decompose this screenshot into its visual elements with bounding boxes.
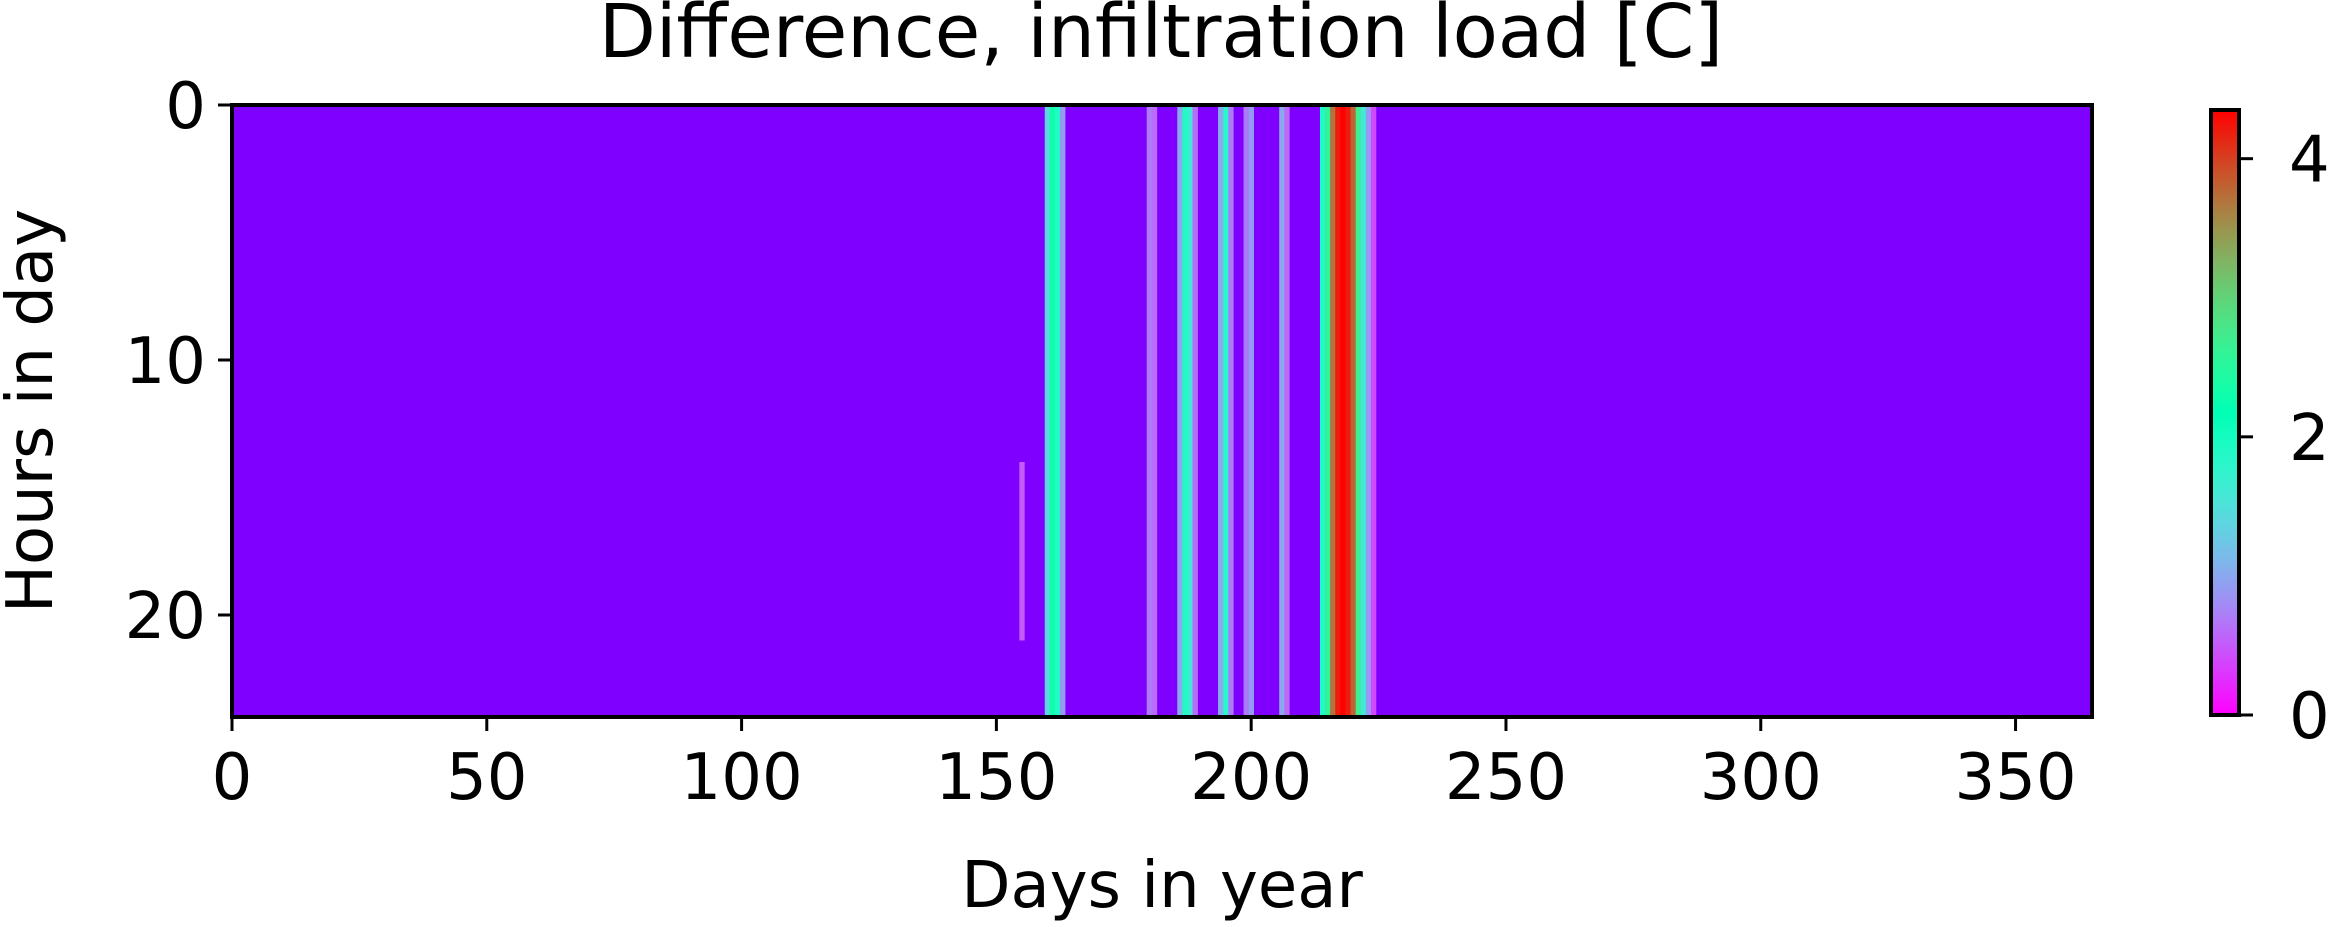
heatmap-cell-day-196 (1228, 105, 1234, 717)
x-tick-label-150: 150 (935, 741, 1057, 815)
heatmap-cell-day-161 (1049, 105, 1056, 717)
heatmap-cell-day-222 (1360, 105, 1367, 717)
heatmap-cell-day-181 (1151, 105, 1158, 717)
heatmap-plot-area (230, 103, 2094, 719)
heatmap-cell-day-200 (1248, 105, 1254, 717)
heatmap-cell-day-187 (1182, 105, 1188, 717)
heatmap-cell-day-220 (1350, 105, 1356, 717)
x-axis: 0 50 100 150 200 250 300 350 (212, 717, 2077, 815)
heatmap-cell-day-207 (1284, 105, 1290, 717)
colorbar-gradient (2211, 110, 2239, 715)
y-tick-label-0: 0 (165, 70, 206, 144)
x-tick-label-50: 50 (446, 741, 527, 815)
heatmap-cell-day-163 (1060, 105, 1066, 717)
y-axis-label: Hours in day (0, 209, 68, 613)
heatmap-cell-day-160 (1044, 105, 1051, 717)
x-tick-label-300: 300 (1700, 741, 1822, 815)
heatmap-cell-day-224 (1370, 105, 1377, 717)
heatmap-cell-day-194 (1218, 105, 1224, 717)
heatmap-cell-day-155 (1019, 462, 1025, 641)
heatmap-cell-day-180 (1146, 105, 1153, 717)
heatmap-cell-day-199 (1243, 105, 1249, 717)
heatmap-cell-day-221 (1355, 105, 1361, 717)
heatmap-bands (1019, 105, 1377, 717)
heatmap-cell-day-214 (1319, 105, 1326, 717)
y-tick-label-10: 10 (125, 325, 206, 399)
colorbar-ticks: 0 2 4 (2239, 124, 2330, 754)
heatmap-cell-day-216 (1330, 105, 1336, 717)
heatmap-cell-day-189 (1192, 105, 1198, 717)
plot-frame (230, 103, 2094, 719)
colorbar-tick-label-0: 0 (2289, 680, 2330, 754)
heatmap-background (232, 105, 2092, 717)
heatmap-cell-day-218 (1340, 105, 1346, 717)
colorbar: 0 2 4 (2209, 108, 2330, 754)
heatmap-cell-day-215 (1325, 105, 1331, 717)
chart-title: Difference, infiltration load [C] (599, 0, 1723, 75)
heatmap-cell-day-195 (1223, 105, 1229, 717)
x-tick-label-100: 100 (681, 741, 803, 815)
y-axis: 0 10 20 (125, 70, 232, 654)
x-tick-label-350: 350 (1954, 741, 2076, 815)
y-tick-label-20: 20 (125, 580, 206, 654)
x-axis-label: Days in year (961, 849, 1363, 923)
heatmap-cell-day-162 (1054, 105, 1061, 717)
heatmap-cell-day-186 (1177, 105, 1183, 717)
heatmap-cell-day-206 (1279, 105, 1285, 717)
x-tick-label-0: 0 (212, 741, 253, 815)
colorbar-tick-label-4: 4 (2289, 124, 2330, 198)
colorbar-tick-label-2: 2 (2289, 402, 2330, 476)
heatmap-cell-day-188 (1187, 105, 1193, 717)
heatmap-cell-day-223 (1365, 105, 1372, 717)
heatmap-cell-day-219 (1345, 105, 1351, 717)
x-tick-label-250: 250 (1445, 741, 1567, 815)
x-tick-label-200: 200 (1190, 741, 1312, 815)
colorbar-frame (2209, 108, 2241, 717)
heatmap-cell-day-217 (1335, 105, 1341, 717)
